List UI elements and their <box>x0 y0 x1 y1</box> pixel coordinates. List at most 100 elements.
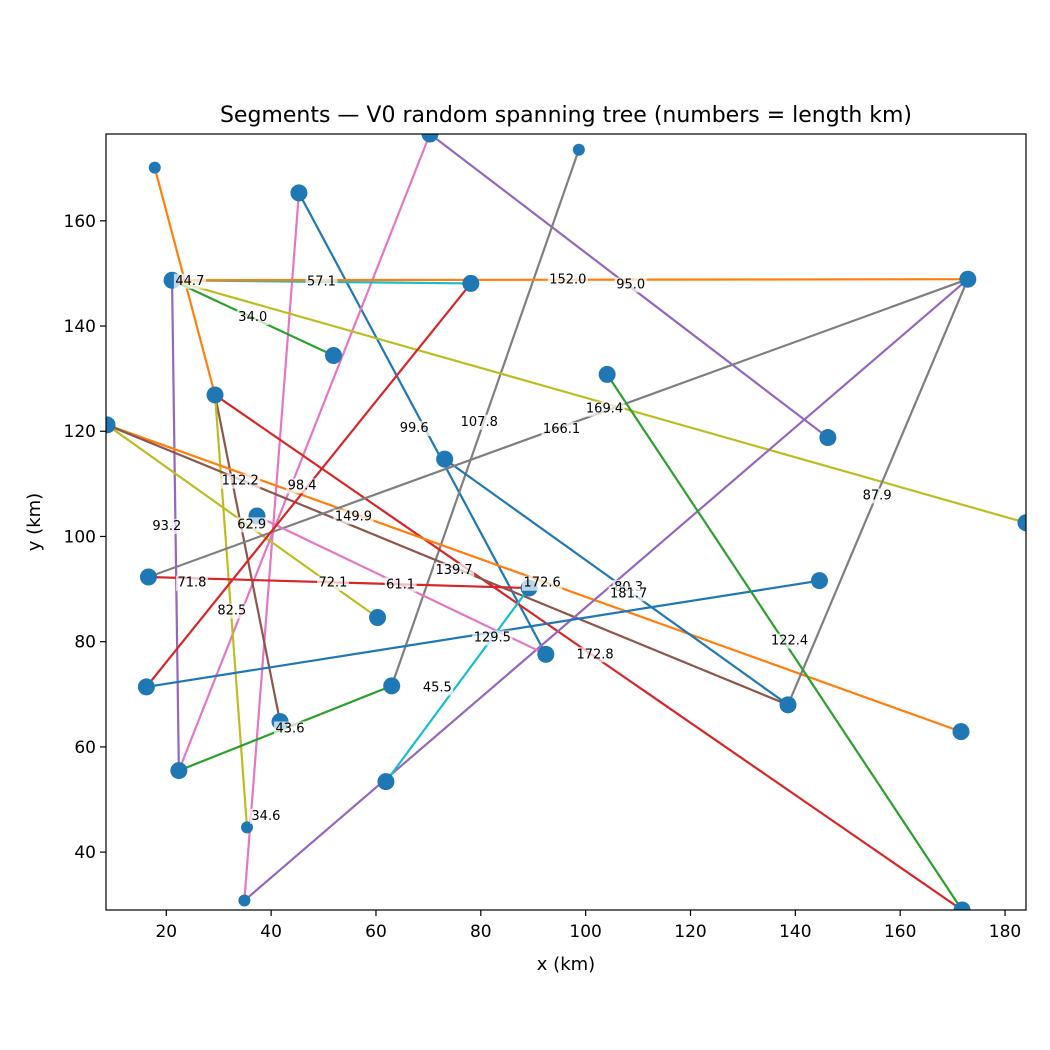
segment-line <box>243 192 301 901</box>
segment-length-label: 34.6 <box>251 809 280 824</box>
x-tick-label: 60 <box>365 922 387 942</box>
y-tick-label: 40 <box>74 843 96 863</box>
node-point <box>1017 514 1026 532</box>
segment-length-label: 122.4 <box>771 634 808 649</box>
segment-length-label-bg <box>421 680 454 696</box>
node-point <box>383 677 401 695</box>
node-point <box>369 608 387 626</box>
segment-length-label: 98.4 <box>288 478 317 493</box>
segment-length-label: 139.7 <box>435 563 472 578</box>
segment-line <box>385 587 530 783</box>
node-point <box>959 270 977 288</box>
segment-length-label: 61.1 <box>386 577 415 592</box>
node-point <box>819 429 837 447</box>
segment-length-label-bg <box>384 577 417 593</box>
x-axis-ticks: 20 40 60 80 100 120 140 160 180 <box>155 910 1021 942</box>
segment-length-label-bg <box>769 633 810 649</box>
segment-line <box>171 279 1026 524</box>
y-tick-label: 80 <box>74 633 96 653</box>
y-axis-label: y (km) <box>24 493 45 551</box>
segment-length-label-bg <box>433 563 475 579</box>
segment-length-label-bg <box>522 575 563 591</box>
segment-length-label: 172.8 <box>576 647 613 662</box>
segment-length-label-bg <box>175 575 208 591</box>
segment-length-label: 44.7 <box>175 274 204 289</box>
segment-length-label: 87.9 <box>863 488 892 503</box>
node-point <box>952 723 970 741</box>
plot-area: 44.7 57.1 152.0 95.0 34.0 169.4 99.6 107.8 166.1… <box>106 134 1026 910</box>
segment-length-label: 129.5 <box>474 630 511 645</box>
y-tick-label: 60 <box>74 738 96 758</box>
segment-length-label: 107.8 <box>461 415 498 430</box>
chart-title: Segments — V0 random spanning tree (numb… <box>220 103 912 128</box>
node-point <box>139 568 157 586</box>
labels-layer: 44.7 57.1 152.0 95.0 34.0 169.4 99.6 107.8 166.1… <box>150 272 894 824</box>
x-axis-label: x (km) <box>537 954 595 975</box>
node-point <box>325 346 343 364</box>
segment-length-label-bg <box>608 586 649 602</box>
node-point <box>810 572 828 590</box>
segment-length-label-bg <box>614 277 647 293</box>
x-tick-label: 140 <box>779 922 811 942</box>
node-point <box>377 773 395 791</box>
segment-length-label: 72.1 <box>319 576 348 591</box>
node-point <box>537 645 555 663</box>
segment-length-label-bg <box>286 478 319 494</box>
segment-length-label-bg <box>861 488 894 504</box>
node-point <box>148 161 161 174</box>
segment-length-label-bg <box>574 647 616 663</box>
node-point <box>572 143 585 156</box>
segment-length-label: 57.1 <box>307 274 336 289</box>
y-tick-label: 100 <box>64 527 96 547</box>
segment-length-label-bg <box>220 473 261 489</box>
segment-length-label-bg <box>274 721 306 737</box>
segment-length-label-bg <box>547 272 588 288</box>
node-point <box>779 696 797 714</box>
node-point <box>290 184 308 202</box>
segment-length-label: 71.8 <box>177 576 206 591</box>
node-point <box>238 894 251 907</box>
x-tick-label: 120 <box>674 922 706 942</box>
x-tick-label: 80 <box>470 922 492 942</box>
segment-length-label: 93.2 <box>152 519 181 534</box>
segment-length-label: 172.6 <box>524 576 561 591</box>
segment-length-label-bg <box>472 630 513 646</box>
segment-length-label: 149.9 <box>335 509 372 524</box>
node-point <box>170 762 188 780</box>
node-point <box>241 821 254 834</box>
node-point <box>598 365 616 383</box>
segment-length-label: 34.0 <box>238 310 267 325</box>
segment-length-label-bg <box>317 575 349 591</box>
segment-length-label: 99.6 <box>400 421 429 436</box>
segment-length-label-bg <box>459 414 500 430</box>
segment-length-label: 62.9 <box>237 517 266 532</box>
segment-length-label-bg <box>333 509 374 525</box>
segment-length-label: 166.1 <box>543 422 580 437</box>
y-axis-ticks: 40 60 80 100 120 140 160 <box>64 212 106 863</box>
segment-length-label: 112.2 <box>222 474 259 489</box>
node-point <box>106 416 116 434</box>
segment-line <box>177 134 431 771</box>
node-point <box>137 678 155 696</box>
y-tick-label: 140 <box>64 317 96 337</box>
segment-length-label-bg <box>236 310 269 326</box>
segment-length-label: 43.6 <box>276 721 305 736</box>
node-point <box>421 134 439 143</box>
segment-length-label: 152.0 <box>549 273 586 288</box>
x-tick-label: 180 <box>989 922 1021 942</box>
x-tick-label: 160 <box>884 922 916 942</box>
node-point <box>462 274 480 292</box>
node-point <box>953 901 971 910</box>
segment-length-label-bg <box>541 422 582 438</box>
segment-length-label: 169.4 <box>586 402 623 417</box>
segment-length-label-bg <box>215 603 248 619</box>
segment-length-label: 181.7 <box>610 586 647 601</box>
segment-length-label-bg <box>398 421 431 437</box>
node-point <box>436 450 454 468</box>
node-point <box>206 386 224 404</box>
segment-line <box>243 278 969 902</box>
segment-length-label: 45.5 <box>423 680 452 695</box>
axes-frame <box>105 133 1027 911</box>
segment-length-label-bg <box>305 274 338 290</box>
